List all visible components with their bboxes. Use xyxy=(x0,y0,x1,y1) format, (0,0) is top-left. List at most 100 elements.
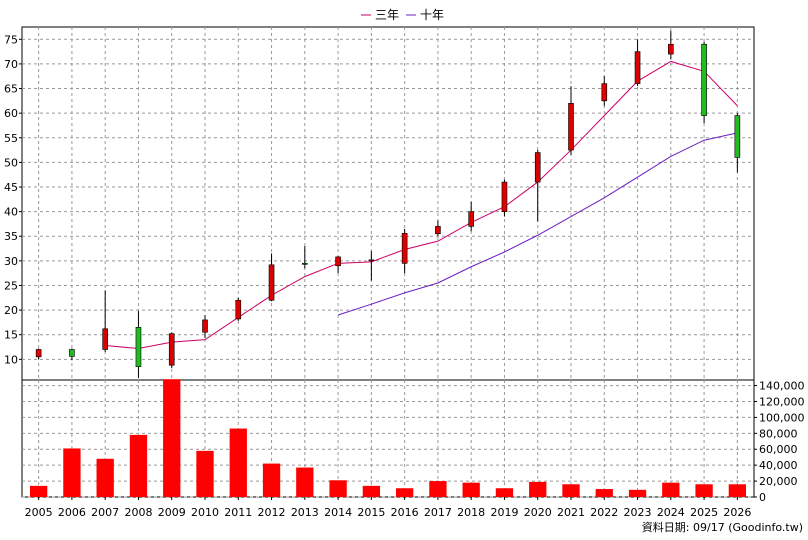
volume-bar xyxy=(196,450,214,497)
volume-bar xyxy=(628,489,647,497)
volume-bar xyxy=(562,484,580,497)
candlestick xyxy=(335,255,341,274)
volume-bar xyxy=(495,488,514,497)
candlestick xyxy=(35,348,42,360)
volume-tick-label: 0 xyxy=(759,491,766,504)
candlestick xyxy=(202,315,208,339)
candle-body xyxy=(601,83,608,102)
volume-bar xyxy=(662,482,680,497)
price-tick-label: 30 xyxy=(4,255,18,268)
candle-body xyxy=(302,263,308,265)
x-tick-label: 2020 xyxy=(524,506,552,519)
x-tick-label: 2022 xyxy=(590,506,618,519)
candlestick xyxy=(235,297,242,321)
volume-bar xyxy=(529,481,547,497)
x-tick-label: 2005 xyxy=(25,506,53,519)
candlestick xyxy=(534,150,541,222)
volume-tick-label: 40,000 xyxy=(759,459,798,472)
volume-tick-label: 60,000 xyxy=(759,443,798,456)
ten-year-line xyxy=(337,132,738,316)
candle-body xyxy=(268,264,275,301)
candle-body xyxy=(501,181,508,212)
volume-bar xyxy=(728,484,747,497)
x-tick-label: 2024 xyxy=(657,506,685,519)
x-tick-label: 2018 xyxy=(457,506,485,519)
volume-tick-label: 20,000 xyxy=(759,475,798,488)
candle-body xyxy=(701,43,707,116)
price-tick-label: 65 xyxy=(4,83,18,96)
candlestick xyxy=(302,246,308,269)
price-tick-label: 20 xyxy=(4,304,18,317)
candlestick xyxy=(701,41,707,124)
candle-body xyxy=(235,299,242,320)
volume-panel: 0 20,000 40,000 60,000 80,000 100,000 120,000 1… xyxy=(21,379,805,504)
candle-body xyxy=(401,232,408,264)
candle-body xyxy=(168,333,175,366)
volume-tick-label: 100,000 xyxy=(759,411,805,424)
candle-body xyxy=(435,226,441,235)
volume-tick-label: 80,000 xyxy=(759,427,798,440)
price-tick-label: 45 xyxy=(4,181,18,194)
candlestick xyxy=(568,86,574,156)
x-tick-label: 2025 xyxy=(690,506,718,519)
price-tick-label: 70 xyxy=(4,58,18,71)
volume-tick-label: 140,000 xyxy=(759,380,805,393)
candlestick xyxy=(168,332,175,369)
x-tick-label: 2021 xyxy=(557,506,585,519)
candlestick xyxy=(401,228,408,274)
candle-body xyxy=(69,349,75,357)
volume-bar xyxy=(462,482,480,497)
x-tick-label: 2016 xyxy=(391,506,419,519)
candle-body xyxy=(368,259,375,262)
candle-body xyxy=(468,211,474,227)
price-tick-label: 50 xyxy=(4,156,18,169)
volume-bar xyxy=(63,448,81,497)
volume-bar xyxy=(362,485,381,497)
x-tick-label: 2007 xyxy=(91,506,119,519)
price-tick-label: 25 xyxy=(4,279,18,292)
x-tick-label: 2009 xyxy=(158,506,186,519)
x-tick-label: 2008 xyxy=(124,506,152,519)
source-label: 資料日期: 09/17 (Goodinfo.tw) xyxy=(642,520,803,534)
candlestick xyxy=(435,220,441,237)
legend-label-ten-year: 十年 xyxy=(420,8,444,22)
candle-body xyxy=(135,327,142,368)
candlestick xyxy=(468,201,474,232)
price-tick-label: 15 xyxy=(4,329,18,342)
volume-bar xyxy=(229,428,247,497)
volume-bar xyxy=(129,434,148,497)
candlestick xyxy=(601,76,608,106)
candlestick xyxy=(135,311,142,379)
price-tick-label: 10 xyxy=(4,353,18,366)
price-tick-label: 40 xyxy=(4,206,18,219)
volume-bar xyxy=(296,467,314,497)
volume-bar xyxy=(96,458,114,497)
volume-bar xyxy=(29,485,48,497)
candle-body xyxy=(335,256,341,267)
candle-body xyxy=(668,43,674,55)
x-tick-label: 2006 xyxy=(58,506,86,519)
x-tick-label: 2019 xyxy=(490,506,518,519)
x-tick-label: 2010 xyxy=(191,506,219,519)
x-tick-label: 2017 xyxy=(424,506,452,519)
candlestick xyxy=(69,348,75,361)
price-tick-label: 35 xyxy=(4,230,18,243)
three-year-line xyxy=(105,60,738,349)
candlestick xyxy=(268,253,275,302)
x-axis: 2005 2006 2007 2008 2009 2010 2011 2012 2013 2014… xyxy=(25,497,751,519)
price-plot-area xyxy=(21,26,755,381)
candle-body xyxy=(534,152,541,183)
legend-label-three-year: 三年 xyxy=(375,8,399,22)
volume-bar xyxy=(695,484,713,497)
x-tick-label: 2012 xyxy=(258,506,286,519)
candlestick xyxy=(634,39,641,87)
candlestick xyxy=(368,251,375,281)
x-tick-label: 2014 xyxy=(324,506,352,519)
volume-bar xyxy=(163,379,181,497)
x-tick-label: 2011 xyxy=(224,506,252,519)
x-tick-label: 2013 xyxy=(291,506,319,519)
volume-bar xyxy=(329,480,347,497)
candlestick xyxy=(501,179,508,217)
volume-bar xyxy=(595,489,613,497)
